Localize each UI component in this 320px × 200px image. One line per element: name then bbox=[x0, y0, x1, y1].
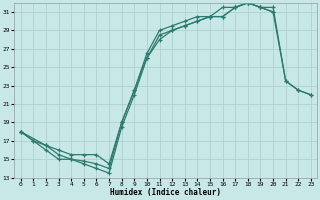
X-axis label: Humidex (Indice chaleur): Humidex (Indice chaleur) bbox=[110, 188, 221, 197]
